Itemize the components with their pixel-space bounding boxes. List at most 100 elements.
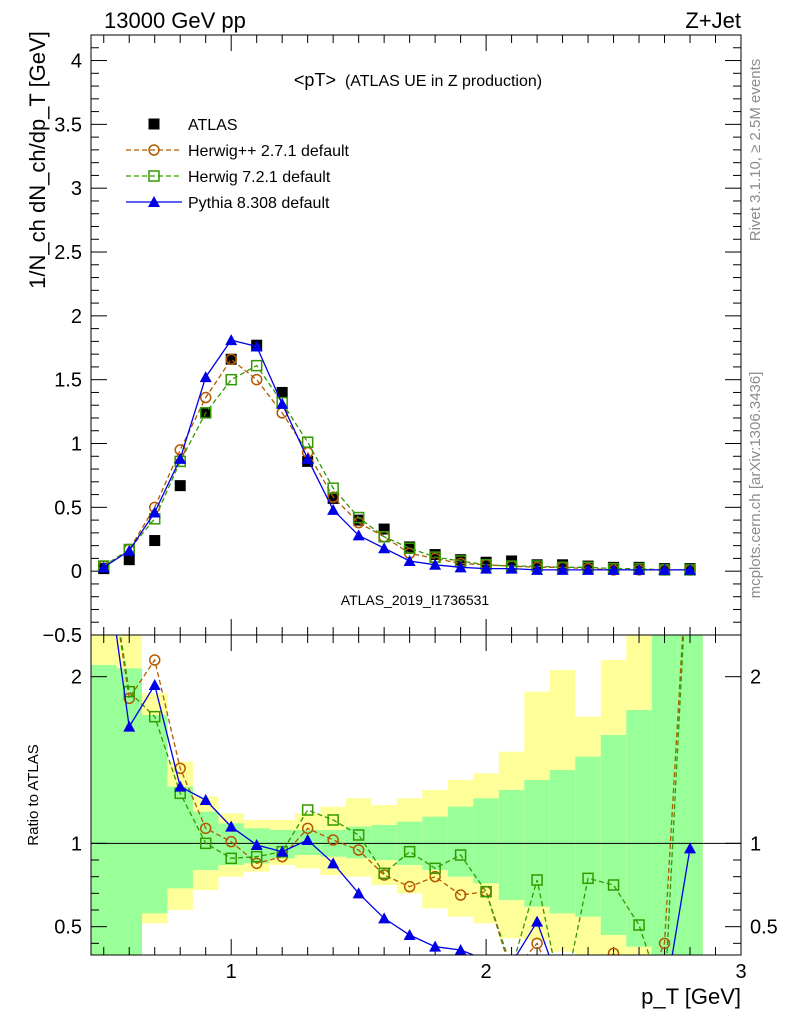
pythia-8-308-default-point	[97, 561, 110, 573]
herwig-2-7-1-default-point	[403, 880, 416, 893]
pythia-8-308-default-point	[607, 563, 620, 575]
ratio-y-tick-label: 2	[71, 667, 82, 689]
ratio-y-tick-label-right: 0.5	[750, 917, 778, 939]
pythia-8-308-default-point	[403, 929, 416, 940]
herwig-7-2-1-default-point	[250, 359, 263, 372]
pythia-8-308-default-point	[123, 720, 136, 732]
herwig-2-7-1-default-point	[199, 822, 212, 835]
herwig-2-7-1-default-point	[685, 505, 695, 515]
stat-band	[167, 786, 193, 889]
atlas-point	[327, 492, 339, 504]
uncertainty-bands	[91, 635, 741, 955]
herwig-7-2-1-default-point	[607, 879, 620, 891]
stat-band	[651, 635, 678, 955]
legend-marker-herwig-2-7-1-default	[148, 144, 160, 156]
herwig-2-7-1-default-point	[123, 692, 135, 705]
atlas-point	[276, 386, 288, 398]
x-tick-label: 2	[481, 961, 492, 983]
herwig-7-2-1-default-point	[148, 710, 161, 723]
main-y-tick-label: 1	[71, 434, 82, 456]
herwig-7-2-1-default-point	[558, 997, 568, 1007]
stat-band	[141, 715, 168, 914]
herwig-7-2-1-default-point	[633, 919, 645, 931]
legend-marker-pythia-8-308-default	[148, 196, 160, 207]
herwig-7-2-1-default-point	[352, 829, 365, 841]
pythia-8-308-default-point	[148, 679, 161, 690]
legend-label-pythia-8-308-default: Pythia 8.308 default	[188, 195, 330, 212]
stat-band	[473, 798, 499, 884]
stat-band	[600, 735, 627, 935]
pythia-8-308-default-point	[378, 912, 391, 924]
herwig-2-7-1-default-line	[119, 635, 684, 955]
herwig-7-2-1-default-line	[103, 364, 690, 571]
herwig-7-2-1-default-point	[327, 482, 339, 494]
main-y-tick-label: 3	[71, 178, 82, 200]
pythia-8-308-default-point	[556, 563, 569, 575]
pythia-8-308-default-point	[454, 944, 467, 955]
herwig-2-7-1-default-point	[199, 391, 212, 404]
pythia-8-308-default-point	[327, 857, 340, 869]
herwig-2-7-1-default-point	[327, 834, 339, 846]
main-y-axis-label: 1/N_ch dN_ch/dp_T [GeV]	[25, 31, 50, 289]
stat-band	[498, 790, 525, 900]
herwig-2-7-1-default-point	[225, 353, 237, 366]
herwig-7-2-1-default-point	[429, 862, 441, 875]
pythia-8-308-default-point	[608, 996, 620, 1007]
pythia-8-308-default-point	[506, 957, 518, 968]
stat-band	[192, 811, 219, 870]
herwig-7-2-1-default-point	[250, 850, 263, 863]
pythia-8-308-default-point	[531, 563, 544, 575]
ratio-plot-frame	[90, 634, 742, 956]
legend-label-atlas: ATLAS	[188, 117, 238, 134]
main-y-tick-label: −0.5	[43, 625, 82, 647]
pythia-8-308-default-point	[276, 397, 289, 409]
plot-title: <pT> (ATLAS UE in Z production)	[294, 70, 542, 90]
main-y-tick-label: 2	[71, 306, 82, 328]
analysis-watermark: ATLAS_2019_I1736531	[341, 592, 490, 608]
atlas-point	[404, 541, 416, 553]
stat-band	[549, 770, 576, 914]
herwig-7-2-1-default-point	[225, 852, 237, 865]
pythia-8-308-default-point	[225, 820, 238, 832]
herwig-2-7-1-default-point	[148, 654, 161, 666]
pythia-8-308-default-point	[684, 563, 697, 575]
herwig-7-2-1-default-point	[327, 814, 339, 826]
herwig-7-2-1-default-point	[685, 505, 695, 515]
herwig-2-7-1-default-point	[531, 937, 543, 950]
herwig-2-7-1-default-point	[250, 373, 263, 386]
herwig-7-2-1-default-point	[403, 542, 416, 554]
atlas-point	[225, 353, 237, 365]
pythia-8-308-default-point	[301, 452, 314, 464]
x-tick-label: 3	[735, 961, 746, 983]
rivet-version-label: Rivet 3.1.10, ≥ 2.5M events	[747, 59, 764, 242]
herwig-2-7-1-default-point	[658, 937, 671, 950]
main-series-layer	[97, 334, 697, 576]
pythia-8-308-default-point	[123, 544, 136, 556]
main-y-tick-label: 3.5	[54, 114, 82, 136]
legend-label-herwig-7-2-1-default: Herwig 7.2.1 default	[188, 169, 331, 186]
herwig-7-2-1-default-point	[352, 511, 365, 524]
pythia-8-308-default-point	[352, 887, 365, 899]
atlas-point	[353, 514, 365, 526]
herwig-2-7-1-default-point	[327, 491, 339, 503]
pythia-8-308-default-point	[301, 834, 314, 845]
ratio-y-tick-label-right: 2	[750, 667, 761, 689]
stat-band	[447, 806, 474, 877]
plot-title-main: <pT>	[294, 70, 336, 90]
ratio-y-tick-label: 0.5	[54, 917, 82, 939]
herwig-7-2-1-default-point	[301, 804, 314, 816]
herwig-7-2-1-default-point	[199, 407, 212, 419]
pythia-8-308-default-point	[429, 940, 442, 952]
main-plot-panel: 4 3.5 3 2.5 2 1.5 1 0.5 0 −0.5 <pT> (ATLAS UE in …	[25, 31, 742, 647]
pythia-8-308-default-point	[633, 563, 646, 575]
atlas-point	[480, 556, 492, 568]
pythia-8-308-default-line	[103, 339, 690, 571]
stat-band	[677, 635, 703, 955]
herwig-2-7-1-default-point	[301, 822, 314, 835]
main-axis-ticks: 4 3.5 3 2.5 2 1.5 1 0.5 0 −0.5	[43, 34, 742, 647]
pythia-8-308-default-point	[276, 845, 289, 857]
main-y-tick-label: 0.5	[54, 497, 82, 519]
herwig-7-2-1-default-point	[99, 522, 109, 532]
herwig-7-2-1-default-point	[225, 373, 237, 386]
